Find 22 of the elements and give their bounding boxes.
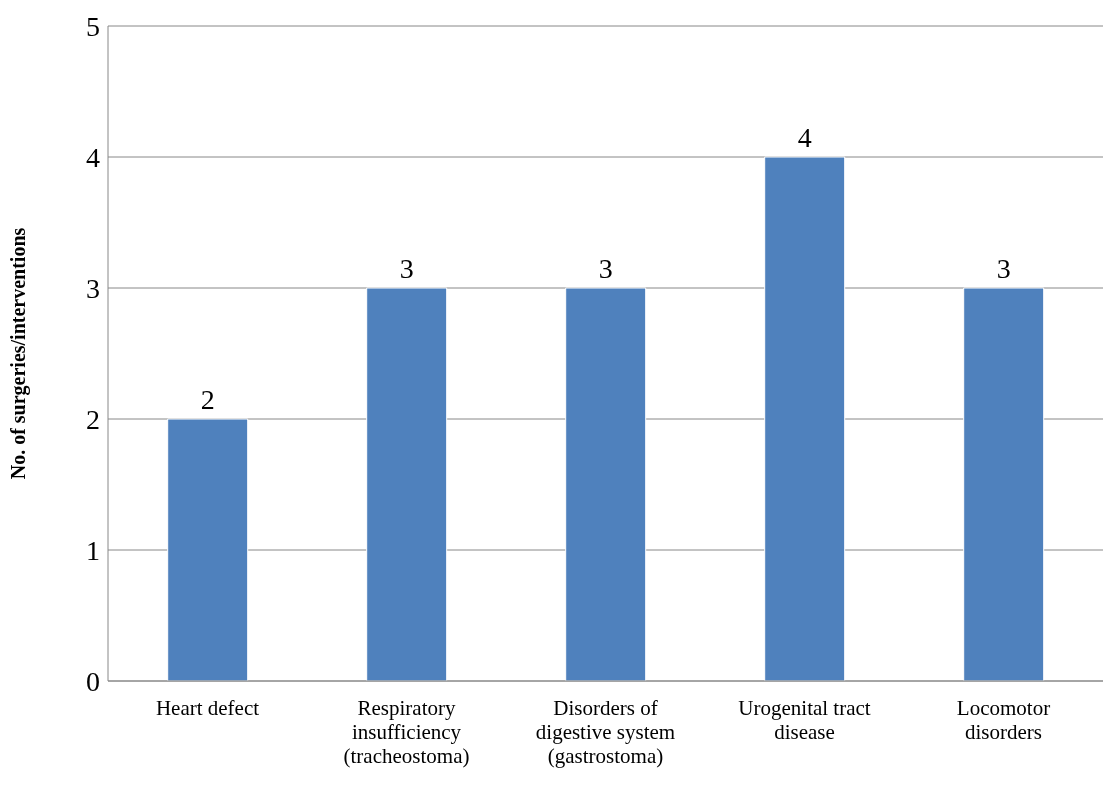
data-label: 3 (996, 253, 1011, 284)
y-tick-label: 1 (86, 534, 100, 566)
bar (565, 287, 647, 681)
y-tick-label: 3 (86, 272, 100, 304)
y-tick-label: 0 (86, 665, 100, 697)
bar (764, 156, 846, 681)
x-tick-label: Locomotor disorders (956, 696, 1051, 744)
x-tick-label: Heart defect (155, 696, 260, 720)
bar (963, 287, 1045, 681)
data-label: 4 (797, 122, 812, 153)
y-tick-label: 4 (86, 141, 100, 173)
y-axis-title: No. of surgeries/interventions (7, 227, 31, 480)
x-tick-label: Respiratory insufficiency (tracheostoma) (343, 696, 470, 768)
bar (167, 418, 249, 681)
x-tick-label: Urogenital tract disease (738, 696, 871, 744)
y-tick-label: 5 (86, 10, 100, 42)
data-label: 3 (399, 253, 414, 284)
bar (366, 287, 448, 681)
x-tick-label: Disorders of digestive system (gastrostoma) (535, 696, 676, 768)
data-label: 2 (200, 384, 215, 415)
y-tick-label: 2 (86, 403, 100, 435)
data-label: 3 (598, 253, 613, 284)
